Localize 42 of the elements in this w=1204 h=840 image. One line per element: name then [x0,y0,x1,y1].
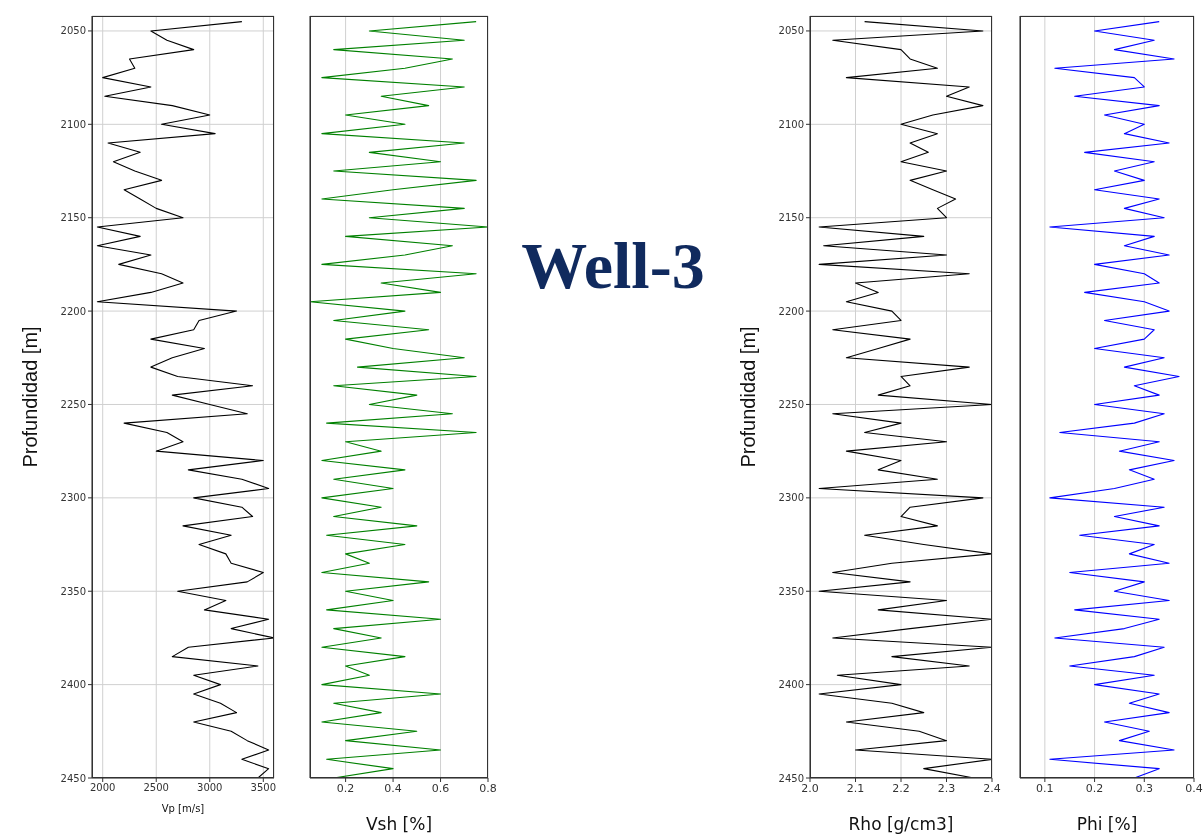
x-tick-label: 0.2 [336,781,355,795]
text: Well-3 [520,228,706,304]
y-tick-label: 2450 [60,772,86,784]
y-tick-label: 2050 [778,25,804,37]
x-tick-label: 0.4 [1185,781,1203,795]
y-tick-label: 2250 [60,399,86,411]
x-tick-label: 0.3 [1135,781,1154,795]
x-tick-label: 0.1 [1036,781,1054,795]
x-axis-title: Vsh [%] [365,814,433,834]
x-tick-label: 2.4 [983,781,1001,795]
x-axis-title: Vp [m/s] [161,803,205,814]
y-tick-label: 2450 [778,772,804,784]
x-axis-title: Rho [g/cm3] [848,814,954,834]
y-axis-title: Profundidad [m] [19,326,42,468]
y-tick-label: 2150 [778,212,804,224]
y-tick-label: 2250 [778,399,804,411]
x-tick-label: 3500 [250,782,277,794]
y-tick-label: 2150 [60,212,86,224]
y-tick-label: 2400 [60,679,86,691]
y-tick-label: 2350 [60,585,86,597]
y-tick-label: 2400 [778,679,804,691]
x-tick-label: 2500 [143,782,169,794]
x-tick-label: 0.8 [479,781,497,795]
y-tick-label: 2050 [60,25,86,37]
y-tick-label: 2100 [60,118,86,130]
y-tick-label: 2200 [778,305,804,317]
y-tick-label: 2300 [60,492,86,504]
x-tick-label: 2.3 [937,781,956,795]
x-tick-label: 0.6 [431,781,450,795]
x-tick-label: 2.0 [801,781,819,795]
x-tick-label: 2.1 [846,781,865,795]
x-tick-label: 0.2 [1085,781,1104,795]
y-tick-label: 2350 [778,585,804,597]
x-tick-label: 2000 [89,782,116,794]
y-tick-label: 2300 [778,492,804,504]
x-tick-label: 3000 [197,782,223,794]
y-tick-label: 2200 [60,305,86,317]
x-tick-label: 0.4 [384,781,402,795]
y-axis-title: Profundidad [m] [737,326,760,468]
y-tick-label: 2100 [778,118,804,130]
x-axis-title: Phi [%] [1076,814,1138,834]
x-tick-label: 2.2 [892,781,910,795]
